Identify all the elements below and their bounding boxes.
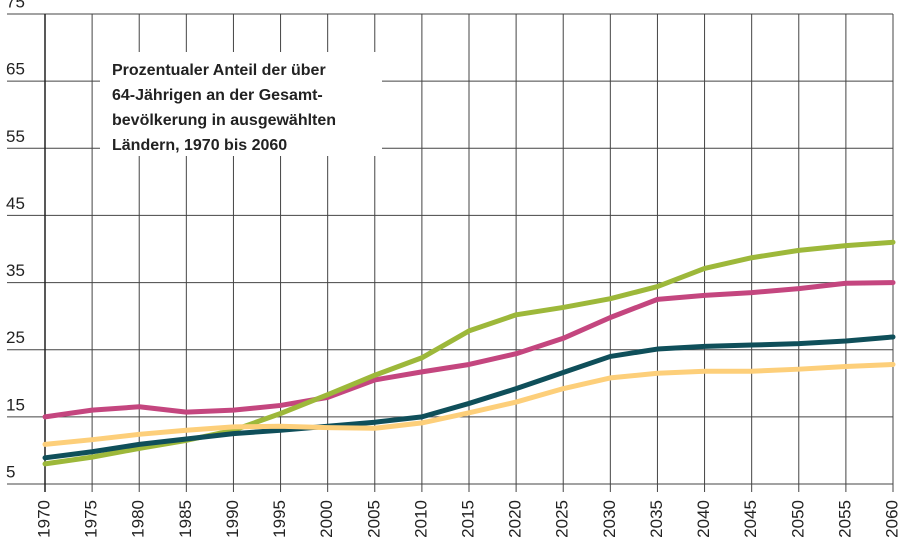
x-tick-label: 1990	[223, 500, 242, 538]
x-tick-label: 1995	[270, 500, 289, 538]
x-tick-label: 2015	[458, 500, 477, 538]
x-tick-label: 2045	[741, 500, 760, 538]
y-tick-label: 65	[6, 60, 25, 79]
x-tick-label: 2040	[694, 500, 713, 538]
x-tick-label: 2030	[600, 500, 619, 538]
x-tick-label: 2055	[835, 500, 854, 538]
y-tick-label: 15	[6, 395, 25, 414]
y-tick-label: 55	[6, 127, 25, 146]
y-tick-label: 75	[6, 0, 25, 11]
x-tick-label: 2050	[788, 500, 807, 538]
y-tick-label: 25	[6, 328, 25, 347]
series-line	[42, 361, 896, 447]
x-tick-label: 2060	[882, 500, 901, 538]
x-tick-label: 1980	[129, 500, 148, 538]
chart-title: bevölkerung in ausgewählten	[112, 112, 336, 129]
title-box	[100, 52, 382, 156]
x-tick-label: 1985	[176, 500, 195, 538]
y-tick-label: 45	[6, 194, 25, 213]
series-line	[42, 334, 896, 461]
x-tick-label: 2020	[506, 500, 525, 538]
series-line	[42, 280, 896, 420]
chart-title: Prozentualer Anteil der über	[112, 62, 326, 79]
x-tick-label: 2010	[411, 500, 430, 538]
chart-title: 64-Jährigen an der Gesamt-	[112, 87, 323, 104]
x-tick-label: 2025	[553, 500, 572, 538]
x-tick-label: 2005	[364, 500, 383, 538]
x-tick-label: 2035	[647, 500, 666, 538]
x-tick-label: 2000	[317, 500, 336, 538]
x-tick-label: 1975	[82, 500, 101, 538]
chart-title: Ländern, 1970 bis 2060	[112, 137, 287, 154]
y-tick-label: 5	[6, 462, 15, 481]
y-tick-label: 35	[6, 261, 25, 280]
x-tick-label: 1970	[34, 500, 53, 538]
